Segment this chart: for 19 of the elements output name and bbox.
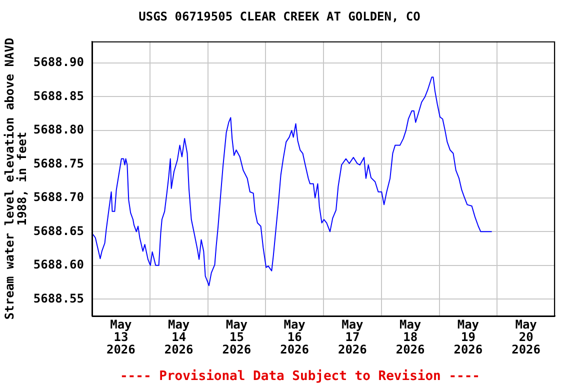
x-tick-label: May 17 2026 (338, 317, 367, 357)
x-tick-label: May 16 2026 (280, 317, 310, 357)
x-tick-label: May 15 2026 (222, 317, 252, 357)
chart-title: USGS 06719505 CLEAR CREEK AT GOLDEN, CO (138, 9, 420, 24)
y-tick-label: 5688.90 (33, 55, 84, 70)
y-tick-label: 5688.70 (33, 190, 84, 204)
y-axis-title: Stream water level elevation above NAVD 1988, in feet (2, 38, 30, 320)
x-tick-label: May 13 2026 (106, 317, 136, 357)
x-tick-label: May 20 2026 (512, 317, 541, 357)
y-tick-label: 5688.60 (33, 258, 84, 272)
y-tick-label: 5688.55 (33, 291, 84, 306)
x-tick-label: May 19 2026 (454, 317, 483, 357)
x-tick-label: May 18 2026 (396, 317, 425, 357)
y-tick-label: 5688.65 (33, 224, 84, 238)
y-tick-label: 5688.75 (33, 156, 84, 170)
x-tick-label: May 14 2026 (164, 317, 194, 357)
y-tick-label: 5688.85 (33, 88, 84, 103)
text: ---- Provisional Data Subject to Revision ---- (120, 369, 480, 384)
y-tick-label: 5688.80 (33, 122, 84, 137)
